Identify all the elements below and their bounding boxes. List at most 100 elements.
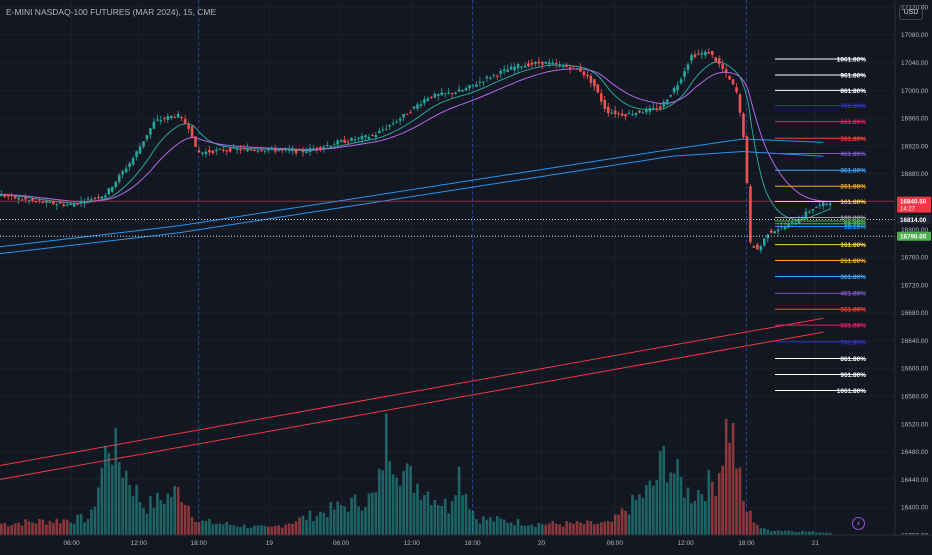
volume-bar: [454, 495, 457, 535]
candle-body: [367, 137, 371, 140]
candle-body: [48, 201, 52, 203]
lightning-icon[interactable]: ⚡: [852, 517, 865, 530]
fib-lower-label: 261.80%: [840, 258, 866, 265]
volume-bar: [301, 515, 305, 535]
volume-bar: [676, 459, 679, 535]
candle-body: [804, 211, 808, 218]
candle-body: [371, 134, 374, 136]
candle-body: [821, 202, 825, 207]
candle-body: [596, 84, 600, 93]
candle-body: [267, 149, 270, 151]
volume-bar: [62, 519, 66, 535]
volume-bar: [190, 516, 194, 535]
candle-body: [672, 88, 676, 93]
price-tag-level-a-box: [897, 215, 931, 225]
candle-body: [232, 147, 235, 149]
candle-body: [6, 194, 10, 197]
fib-upper-label: 661.80%: [840, 119, 866, 126]
candle-body: [319, 147, 322, 149]
volume-bar: [13, 523, 17, 535]
candle-body: [163, 118, 166, 120]
volume-bar: [128, 484, 131, 535]
candle-body: [530, 62, 534, 65]
candle-body: [828, 203, 832, 205]
volume-bar: [52, 522, 55, 535]
volume-bar: [658, 450, 662, 535]
candle-body: [648, 107, 652, 112]
candle-body: [710, 50, 714, 55]
candle-body: [641, 112, 645, 114]
candle-body: [717, 58, 721, 65]
fib-lower-label: 1061.80%: [837, 388, 866, 395]
candle-body: [405, 113, 409, 115]
volume-bar: [31, 522, 34, 535]
candle-body: [589, 75, 593, 83]
volume-bar: [589, 521, 593, 535]
candle-body: [745, 136, 749, 184]
candle-body: [280, 149, 284, 151]
candle-body: [700, 52, 704, 55]
candle-body: [10, 194, 14, 196]
candle-body: [381, 129, 385, 131]
volume-bar: [690, 503, 693, 535]
volume-bar: [468, 509, 471, 535]
volume-bar: [610, 521, 613, 535]
time-axis-label: 18:00: [464, 540, 481, 547]
currency-button[interactable]: USD: [899, 5, 923, 20]
candle-body: [419, 104, 423, 106]
candle-body: [818, 204, 822, 206]
candle-body: [544, 61, 548, 64]
candle-body: [572, 65, 575, 68]
candle-body: [20, 199, 24, 201]
volume-bar: [586, 520, 589, 535]
volume-bar: [208, 519, 211, 535]
fib-mid-label: 38.20%: [844, 224, 866, 231]
candle-body: [0, 194, 3, 197]
candle-body: [128, 163, 131, 167]
candle-body: [769, 230, 773, 233]
volume-bar: [762, 528, 766, 535]
price-tag-level-b-box: [897, 231, 931, 241]
volume-bar: [17, 522, 20, 535]
volume-bar: [395, 477, 398, 535]
candle-body: [55, 204, 59, 206]
candle-body: [384, 128, 388, 130]
volume-bar: [568, 522, 572, 535]
volume-bar: [187, 505, 190, 535]
volume-bar: [211, 524, 215, 535]
candle-body: [135, 151, 138, 157]
volume-bar: [107, 453, 111, 535]
volume-bar: [346, 511, 350, 535]
volume-bar: [724, 418, 728, 535]
candle-body: [69, 203, 72, 205]
candle-body: [565, 64, 568, 68]
candle-body: [662, 101, 666, 107]
volume-bar: [93, 506, 97, 535]
candle-body: [86, 198, 90, 200]
candle-body: [204, 151, 208, 155]
price-axis-label: 16800.00: [901, 227, 928, 234]
volume-bar: [561, 526, 565, 535]
price-axis-label: 16680.00: [901, 310, 928, 317]
candle-body: [149, 128, 152, 135]
volume-bar: [76, 514, 79, 535]
volume-bar: [48, 520, 52, 535]
price-axis-label: 17120.00: [901, 4, 928, 11]
price-axis-label: 16760.00: [901, 255, 928, 262]
candle-body: [378, 130, 381, 133]
price-tag-last: 16840.50: [900, 198, 927, 205]
candle-body: [520, 66, 523, 68]
volume-bar: [558, 524, 561, 535]
candle-body: [332, 144, 336, 146]
candle-body: [482, 81, 485, 83]
price-axis-label: 16560.00: [901, 394, 928, 401]
fib-upper-label: 761.80%: [840, 103, 866, 110]
candle-body: [586, 74, 589, 77]
volume-bar: [69, 522, 72, 535]
candle-body: [208, 150, 211, 153]
candle-body: [305, 151, 308, 153]
candle-body: [343, 139, 346, 143]
volume-bar: [818, 532, 822, 535]
